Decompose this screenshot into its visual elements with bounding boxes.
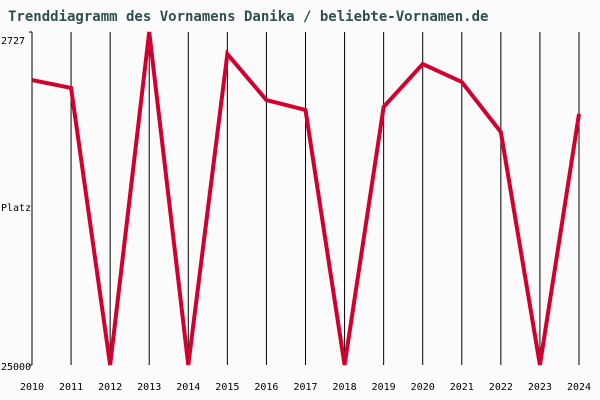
x-tick-label: 2014 — [176, 382, 200, 393]
x-tick-label: 2024 — [567, 382, 591, 393]
x-tick-label: 2021 — [450, 382, 474, 393]
y-axis-label: Platz — [1, 203, 31, 214]
x-tick-label: 2018 — [333, 382, 357, 393]
x-tick-label: 2019 — [372, 382, 396, 393]
x-tick-label: 2010 — [20, 382, 44, 393]
y-tick-label: 2727 — [1, 36, 25, 47]
x-tick-label: 2012 — [98, 382, 122, 393]
x-tick-label: 2022 — [489, 382, 513, 393]
x-tick-label: 2020 — [411, 382, 435, 393]
x-tick-label: 2015 — [215, 382, 239, 393]
x-tick-label: 2016 — [254, 382, 278, 393]
x-tick-label: 2017 — [293, 382, 317, 393]
y-tick-label: 25000 — [1, 362, 31, 373]
x-tick-label: 2013 — [137, 382, 161, 393]
line — [31, 31, 581, 366]
x-tick-label: 2011 — [59, 382, 83, 393]
chart-title: Trenddiagramm des Vornamens Danika / bel… — [8, 9, 488, 25]
x-tick-label: 2023 — [528, 382, 552, 393]
